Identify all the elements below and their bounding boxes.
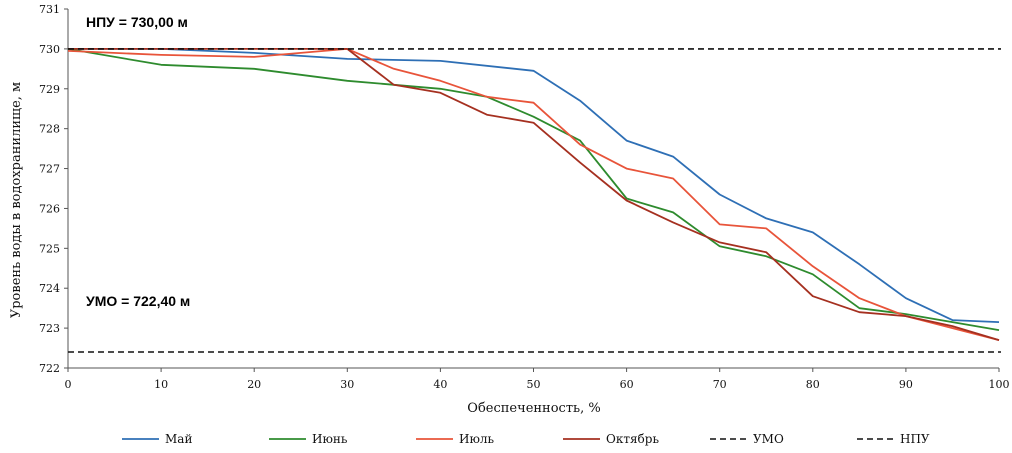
chart-axes: 0 10 20 30 40 50 60 70 80 90 100 722 723 724 725 726 727… [39, 3, 1010, 391]
npu-annotation: НПУ = 730,00 м [86, 14, 188, 30]
legend-label: Май [165, 432, 192, 446]
x-tick-label: 10 [154, 378, 168, 391]
y-tick-label: 730 [39, 43, 60, 56]
y-tick-label: 727 [39, 163, 60, 176]
y-tick-label: 729 [39, 83, 60, 96]
umo-annotation: УМО = 722,40 м [86, 293, 190, 309]
legend-label: НПУ [900, 432, 930, 446]
x-tick-label: 40 [433, 378, 447, 391]
x-tick-label: 60 [620, 378, 634, 391]
chart-legend: Май Июнь Июль Октябрь УМО НПУ [122, 432, 930, 446]
x-tick-label: 70 [713, 378, 727, 391]
y-axis-title: Уровень воды в водохранилище, м [9, 82, 24, 318]
series-line-3 [68, 48, 1000, 341]
x-tick-label: 100 [989, 378, 1010, 391]
y-tick-label: 726 [39, 202, 60, 215]
x-tick-label: 0 [65, 378, 72, 391]
chart-series-group [67, 48, 1001, 353]
legend-label: Октябрь [606, 432, 659, 446]
x-tick-label: 30 [340, 378, 354, 391]
y-tick-label: 723 [39, 322, 60, 335]
x-tick-label: 80 [806, 378, 820, 391]
series-line-0 [68, 48, 1000, 323]
y-tick-label: 722 [39, 362, 60, 375]
x-tick-label: 20 [247, 378, 261, 391]
y-tick-label: 728 [39, 123, 60, 136]
series-line-1 [67, 48, 1000, 331]
legend-label: Июнь [312, 432, 348, 446]
y-tick-label: 725 [39, 242, 60, 255]
x-axis-title: Обеспеченность, % [467, 401, 600, 416]
legend-label: Июль [459, 432, 495, 446]
y-tick-label: 731 [39, 3, 60, 16]
x-tick-label: 90 [899, 378, 913, 391]
legend-label: УМО [753, 432, 784, 446]
series-line-2 [67, 48, 1000, 341]
y-tick-label: 724 [39, 282, 60, 295]
x-tick-label: 50 [527, 378, 541, 391]
